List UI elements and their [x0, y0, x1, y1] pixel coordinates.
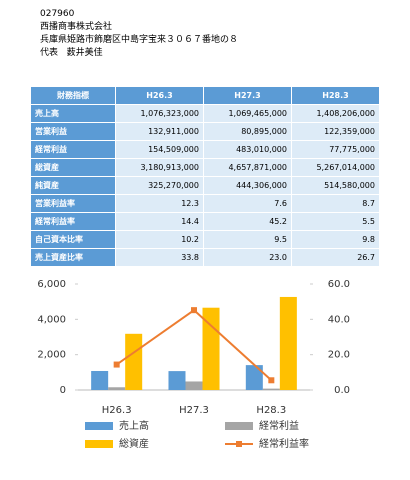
table-row: 売上高 1,076,323,000 1,069,465,000 1,408,206,0…	[30, 104, 380, 123]
column-header: H26.3	[115, 86, 204, 105]
cell: 80,895,000	[203, 122, 292, 141]
financial-table: 財務指標 H26.3 H27.3 H28.3 売上高 1,076,323,000 1,069…	[30, 86, 380, 267]
rep-title: 代表	[40, 48, 59, 58]
header: 027960 西播商事株式会社 兵庫県姫路市飾磨区中島字宝来３０６７番地の８ 代…	[40, 8, 238, 60]
cell: 8.7	[291, 194, 380, 213]
cell: 154,509,000	[115, 140, 204, 159]
rep-name: 薮井美佳	[66, 48, 103, 58]
representative: 代表 薮井美佳	[40, 47, 238, 60]
x-tick-label: H26.3	[102, 405, 132, 416]
table-row: 純資産 325,270,000 444,306,000 514,580,000	[30, 176, 380, 195]
cell: 3,180,913,000	[115, 158, 204, 177]
cell: 23.0	[203, 248, 292, 267]
cell: 444,306,000	[203, 176, 292, 195]
legend-label: 総資産	[119, 437, 149, 450]
y2-tick-label: 20.0	[328, 350, 350, 361]
row-label: 営業利益率	[30, 194, 116, 213]
legend-label: 経常利益率	[259, 437, 309, 450]
bar	[108, 387, 126, 390]
bar	[168, 371, 186, 390]
row-label: 自己資本比率	[30, 230, 116, 249]
y2-tick-label: 40.0	[328, 314, 350, 325]
chart: 0 2,000 4,000 6,000 0.0 20.0 40.0 60.0 H26.3 H27.…	[37, 279, 350, 450]
table-row: 経常利益 154,509,000 483,010,000 77,775,000	[30, 140, 380, 159]
y-tick-label: 2,000	[37, 350, 66, 361]
row-label: 総資産	[30, 158, 116, 177]
cell: 4,657,871,000	[203, 158, 292, 177]
line-marker	[113, 361, 120, 368]
address: 兵庫県姫路市飾磨区中島字宝来３０６７番地の８	[40, 35, 239, 45]
cell: 7.6	[203, 194, 292, 213]
table-row: 営業利益 132,911,000 80,895,000 122,359,000	[30, 122, 380, 141]
bar	[279, 296, 297, 390]
x-tick-label: H27.3	[179, 405, 209, 416]
bar	[125, 333, 143, 390]
line-marker	[191, 307, 197, 314]
cell: 325,270,000	[115, 176, 204, 195]
cell: 12.3	[115, 194, 204, 213]
cell: 33.8	[115, 248, 204, 267]
legend-swatch	[225, 422, 253, 430]
cell: 9.8	[291, 230, 380, 249]
company: 西播商事株式会社	[40, 22, 113, 32]
legend-label: 売上高	[119, 419, 149, 432]
bar	[185, 381, 203, 390]
cell: 122,359,000	[291, 122, 380, 141]
cell: 1,076,323,000	[115, 104, 204, 123]
cell: 1,408,206,000	[291, 104, 380, 123]
row-label: 経常利益率	[30, 212, 116, 231]
cell: 77,775,000	[291, 140, 380, 159]
y2-tick-label: 0.0	[334, 385, 350, 396]
cell: 45.2	[203, 212, 292, 231]
table-row: 自己資本比率 10.2 9.5 9.8	[30, 230, 380, 249]
row-label: 純資産	[30, 176, 116, 195]
x-tick-label: H28.3	[256, 405, 286, 416]
cell: 26.7	[291, 248, 380, 267]
cell: 14.4	[115, 212, 204, 231]
legend-label: 経常利益	[259, 419, 299, 432]
cell: 514,580,000	[291, 176, 380, 195]
cell: 9.5	[203, 230, 292, 249]
table-row: 営業利益率 12.3 7.6 8.7	[30, 194, 380, 213]
table-row: 総資産 3,180,913,000 4,657,871,000 5,267,014,0…	[30, 158, 380, 177]
cell: 5,267,014,000	[291, 158, 380, 177]
cell: 1,069,465,000	[203, 104, 292, 123]
column-header: 財務指標	[30, 86, 116, 105]
line-marker	[268, 377, 275, 384]
row-label: 売上高	[30, 104, 116, 123]
y-tick-label: 6,000	[37, 279, 66, 290]
cell: 483,010,000	[203, 140, 292, 159]
column-header: H28.3	[291, 86, 380, 105]
table-row: 売上資産比率 33.8 23.0 26.7	[30, 248, 380, 267]
row-label: 売上資産比率	[30, 248, 116, 267]
bar	[91, 370, 109, 390]
cell: 10.2	[115, 230, 204, 249]
y2-tick-label: 60.0	[328, 279, 350, 290]
column-header: H27.3	[203, 86, 292, 105]
y-tick-label: 0	[60, 385, 66, 396]
code: 027960	[40, 9, 75, 19]
row-label: 営業利益	[30, 122, 116, 141]
legend-swatch	[85, 422, 113, 430]
legend-swatch	[85, 440, 113, 448]
cell: 5.5	[291, 212, 380, 231]
table-row: 経常利益率 14.4 45.2 5.5	[30, 212, 380, 231]
bar	[262, 388, 280, 390]
y-tick-label: 4,000	[37, 314, 66, 325]
cell: 132,911,000	[115, 122, 204, 141]
bar	[245, 365, 263, 390]
row-label: 経常利益	[30, 140, 116, 159]
legend-swatch	[236, 441, 242, 447]
